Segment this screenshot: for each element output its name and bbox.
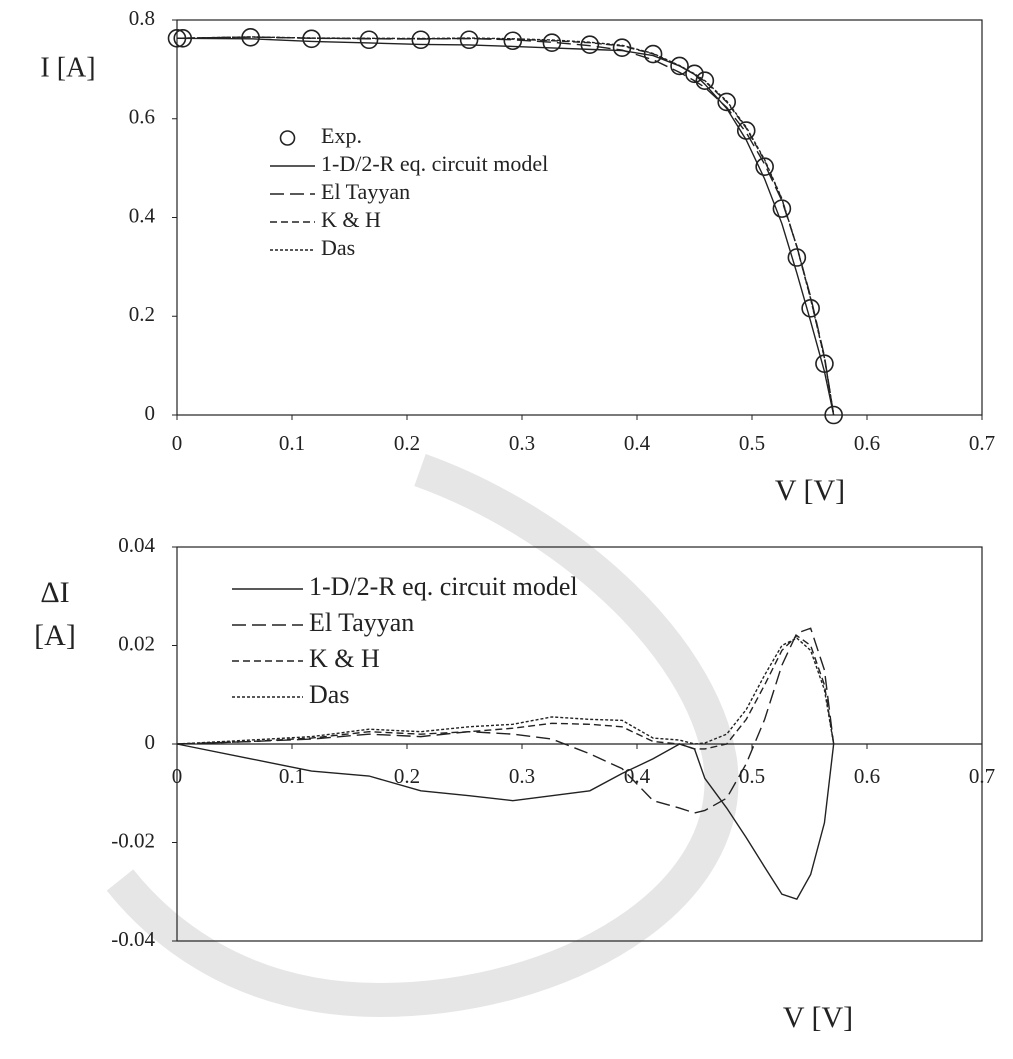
data-point: [755, 157, 774, 176]
legend-label: Das: [321, 235, 355, 260]
y-tick-label: 0.04: [118, 533, 155, 557]
data-point: [772, 199, 792, 218]
legend-label: K & H: [309, 644, 380, 673]
legend-label: K & H: [321, 207, 381, 232]
data-point: [824, 405, 843, 425]
series-line: [176, 627, 835, 814]
data-point: [459, 30, 479, 50]
data-point: [685, 64, 704, 84]
x-tick-label: 0.2: [394, 431, 420, 455]
data-point: [670, 56, 689, 76]
y-tick-label: -0.04: [111, 927, 155, 951]
plot-frame: [176, 19, 983, 416]
x-axis-label: V [V]: [775, 474, 845, 507]
y-tick-label: 0.6: [129, 105, 155, 129]
legend-label: El Tayyan: [309, 608, 414, 637]
data-point: [717, 92, 737, 112]
series-line: [176, 637, 835, 745]
legend-marker: [279, 130, 296, 146]
y-axis-label: ΔI: [40, 576, 69, 609]
x-tick-label: 0.7: [969, 764, 995, 788]
series-line: [176, 36, 835, 416]
legend-label: Exp.: [321, 123, 362, 148]
y-tick-label: 0: [145, 730, 156, 754]
series-line: [176, 634, 835, 750]
x-tick-label: 0.1: [279, 431, 305, 455]
x-tick-label: 0.6: [854, 764, 880, 788]
legend-label: 1-D/2-R eq. circuit model: [321, 151, 548, 176]
x-tick-label: 0.4: [624, 431, 651, 455]
y-axis-label: I [A]: [40, 52, 95, 83]
data-point: [695, 71, 715, 91]
y-tick-label: -0.02: [111, 828, 155, 852]
y-tick-label: 0.02: [118, 631, 155, 655]
legend-label: 1-D/2-R eq. circuit model: [309, 572, 578, 601]
series-line: [176, 36, 835, 416]
x-tick-label: 0.7: [969, 431, 995, 455]
watermark: [106, 453, 739, 1018]
x-tick-label: 0: [172, 764, 183, 788]
x-tick-label: 0.5: [739, 431, 765, 455]
data-point: [359, 30, 379, 50]
series-line: [176, 36, 835, 416]
x-tick-label: 0.6: [854, 431, 880, 455]
y-tick-label: 0.8: [129, 6, 155, 30]
series-line: [176, 743, 835, 900]
y-axis-label: [A]: [34, 619, 76, 652]
x-tick-label: 0.3: [509, 764, 535, 788]
series-line: [176, 37, 835, 416]
legend-label: Das: [309, 680, 349, 709]
x-tick-label: 0.5: [739, 764, 765, 788]
y-tick-label: 0: [145, 401, 156, 425]
data-point: [411, 30, 431, 50]
legend-label: El Tayyan: [321, 179, 410, 204]
x-tick-label: 0: [172, 431, 183, 455]
x-axis-label: V [V]: [783, 1001, 853, 1034]
x-tick-label: 0.3: [509, 431, 535, 455]
y-tick-label: 0.2: [129, 302, 155, 326]
y-tick-label: 0.4: [129, 203, 156, 227]
